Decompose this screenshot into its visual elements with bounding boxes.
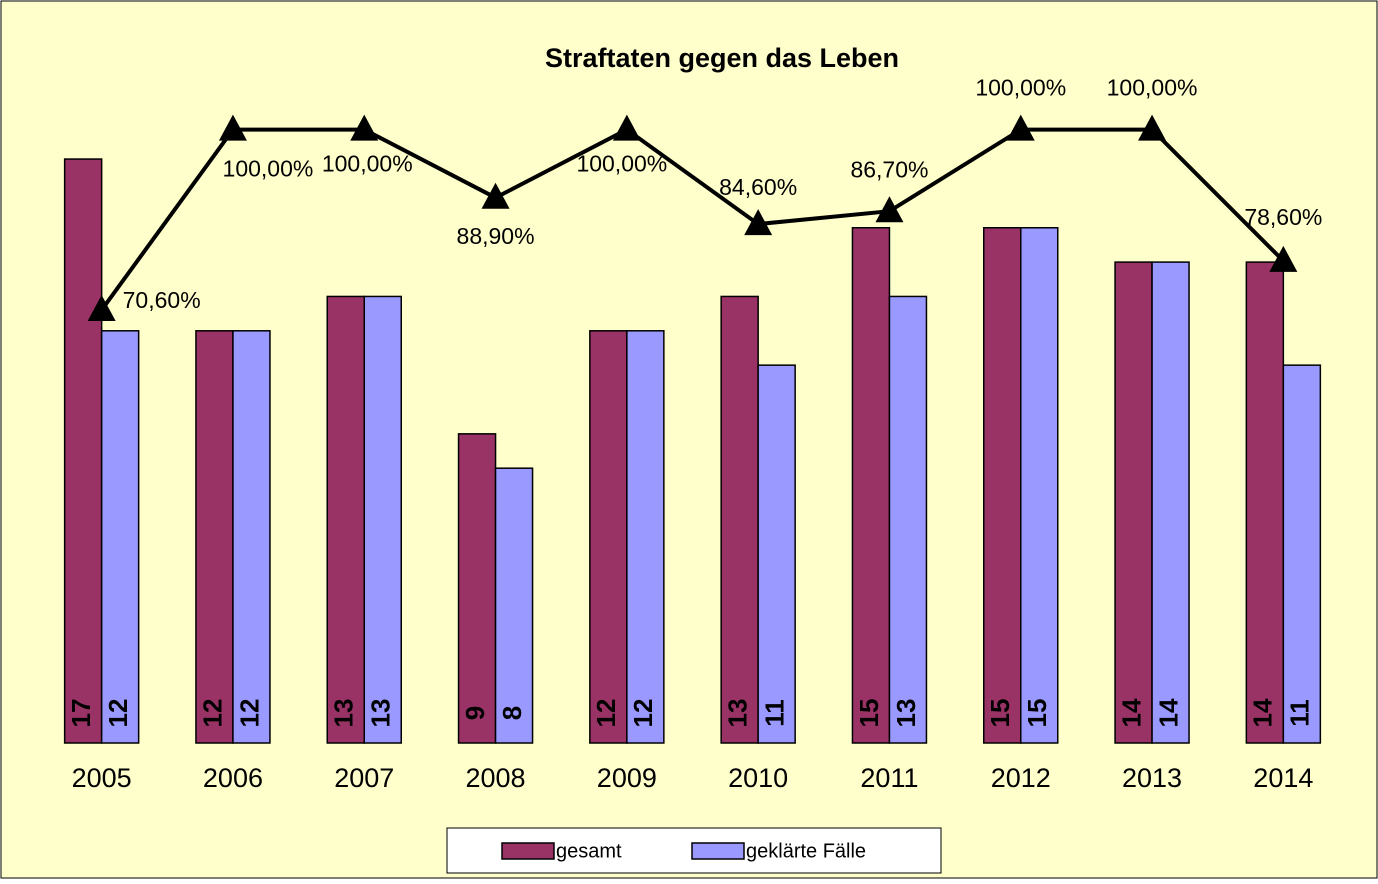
bar-value-label: 17 <box>66 699 96 728</box>
bar <box>1282 364 1322 744</box>
line-value-label: 70,60% <box>123 287 201 313</box>
bar-value-label: 13 <box>366 699 396 728</box>
line-marker <box>1138 114 1167 141</box>
bar <box>232 330 271 744</box>
legend-swatch <box>691 842 745 860</box>
bar <box>626 330 665 744</box>
line-value-label: 88,90% <box>457 223 535 249</box>
bar <box>1151 261 1190 744</box>
bar-value-label: 13 <box>329 699 359 728</box>
line-value-label: 100,00% <box>1107 75 1198 101</box>
x-tick-label: 2010 <box>728 763 788 793</box>
bar-value-label: 12 <box>103 699 133 728</box>
bar-value-label: 14 <box>1116 698 1146 727</box>
bar <box>195 330 234 744</box>
bar-value-label: 14 <box>1248 698 1278 727</box>
x-tick-label: 2009 <box>597 763 657 793</box>
x-tick-label: 2011 <box>860 763 918 793</box>
bar <box>326 295 365 744</box>
line-marker <box>87 294 116 321</box>
line-value-label: 84,60% <box>719 174 797 200</box>
line-value-label: 78,60% <box>1244 204 1322 230</box>
bar <box>457 433 497 744</box>
line-marker <box>481 182 510 209</box>
bar-value-label: 9 <box>460 706 490 720</box>
bar <box>888 295 928 744</box>
bar <box>720 295 759 744</box>
bar-value-label: 13 <box>891 699 921 728</box>
x-tick-label: 2008 <box>466 763 526 793</box>
line-value-label: 100,00% <box>975 75 1066 101</box>
line-value-label: 86,70% <box>850 156 928 182</box>
x-tick-label: 2014 <box>1253 763 1313 793</box>
x-tick-label: 2012 <box>991 763 1051 793</box>
line-value-label: 100,00% <box>223 156 314 182</box>
line-value-label: 100,00% <box>576 151 667 177</box>
line-marker <box>875 196 904 223</box>
line-marker <box>612 114 641 141</box>
bar <box>494 467 534 744</box>
line-marker <box>1006 114 1035 141</box>
bar-value-label: 15 <box>1022 699 1052 728</box>
bar <box>983 227 1022 744</box>
bar-value-label: 8 <box>497 706 527 720</box>
x-tick-label: 2005 <box>72 763 132 793</box>
x-tick-label: 2007 <box>334 763 394 793</box>
legend-label: gesamt <box>556 840 622 862</box>
line <box>100 127 1285 312</box>
line-marker <box>1269 245 1298 272</box>
bar-value-label: 12 <box>197 699 227 728</box>
chart-title: Straftaten gegen das Leben <box>545 43 899 73</box>
line-marker <box>218 114 247 141</box>
bar-value-label: 15 <box>985 699 1015 728</box>
line-marker <box>744 209 773 236</box>
bar <box>851 227 891 744</box>
x-tick-label: 2006 <box>203 763 263 793</box>
bar-value-label: 14 <box>1153 698 1183 727</box>
bar <box>63 158 103 744</box>
bar-value-label: 12 <box>234 699 264 728</box>
legend-swatch <box>501 842 555 860</box>
bar <box>1020 227 1059 744</box>
bar <box>1245 261 1285 744</box>
legend-label: geklärte Fälle <box>746 840 866 862</box>
bar-value-label: 13 <box>723 699 753 728</box>
bar-value-label: 15 <box>854 699 884 728</box>
bar <box>363 295 402 744</box>
x-tick-label: 2013 <box>1122 763 1182 793</box>
line-marker <box>350 114 379 141</box>
bar-value-label: 11 <box>1285 699 1315 727</box>
bar-value-label: 12 <box>628 699 658 728</box>
bar-value-label: 11 <box>760 699 790 727</box>
bar <box>100 330 140 744</box>
bar <box>1114 261 1153 744</box>
bar <box>589 330 628 744</box>
bar-value-label: 12 <box>591 699 621 728</box>
bar <box>757 364 796 744</box>
line-value-label: 100,00% <box>322 151 413 177</box>
